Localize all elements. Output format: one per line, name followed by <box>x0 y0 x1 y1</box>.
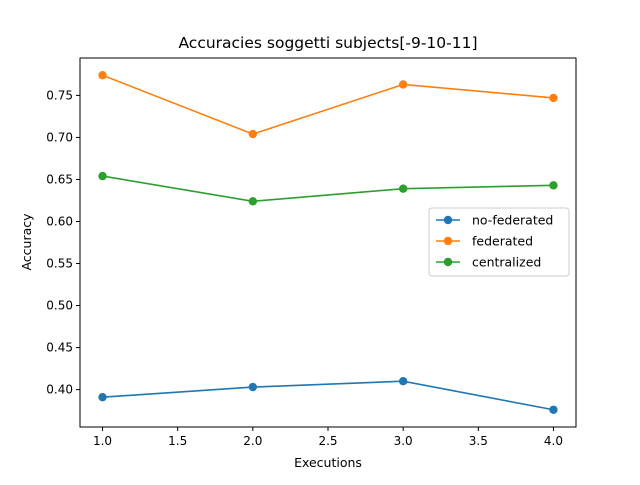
y-axis-ticks: 0.40 0.45 0.50 0.55 0.60 0.65 0.70 0.75 <box>46 88 80 397</box>
legend-label: no-federated <box>472 213 553 228</box>
x-tick-label: 1.0 <box>93 434 112 448</box>
legend-item: federated <box>436 234 533 249</box>
legend-marker <box>443 236 453 246</box>
y-tick-label: 0.60 <box>46 214 73 228</box>
chart-title: Accuracies soggetti subjects[-9-10-11] <box>178 34 477 52</box>
data-point <box>248 129 258 139</box>
legend-item: centralized <box>436 255 541 270</box>
y-tick-label: 0.55 <box>46 257 73 271</box>
legend-label: centralized <box>472 255 541 270</box>
series-line <box>102 74 554 135</box>
data-point <box>549 93 558 103</box>
x-tick-label: 3.0 <box>394 434 413 448</box>
x-tick-label: 1.5 <box>168 434 187 448</box>
legend-item: no-federated <box>436 213 553 228</box>
series-federated <box>98 71 558 139</box>
legend-marker <box>443 257 453 267</box>
data-point <box>549 405 558 414</box>
y-tick-label: 0.70 <box>46 130 73 144</box>
x-axis-ticks: 1.0 1.5 2.0 2.5 3.0 3.5 4.0 <box>93 427 563 448</box>
series-line <box>102 175 554 203</box>
data-point <box>398 376 408 386</box>
data-point <box>549 181 558 190</box>
legend-marker <box>443 215 453 225</box>
series-line <box>102 380 554 411</box>
x-axis-label: Executions <box>294 455 362 470</box>
y-tick-label: 0.50 <box>46 299 73 313</box>
y-tick-label: 0.75 <box>46 88 73 102</box>
x-tick-label: 2.5 <box>318 434 337 448</box>
data-point <box>398 184 408 193</box>
legend: no-federated federated centralized <box>428 207 570 277</box>
legend-label: federated <box>472 234 533 249</box>
data-point <box>248 197 258 206</box>
y-axis-label: Accuracy <box>19 213 34 271</box>
y-tick-label: 0.65 <box>46 172 73 186</box>
series-centralized <box>98 171 558 206</box>
x-tick-label: 3.5 <box>469 434 488 448</box>
x-tick-label: 2.0 <box>243 434 262 448</box>
series-layer <box>98 71 558 414</box>
data-point <box>98 71 107 80</box>
plot-frame <box>79 57 577 428</box>
data-point <box>98 392 107 402</box>
y-tick-label: 0.45 <box>46 341 73 355</box>
series-no-federated <box>98 376 558 414</box>
legend-box <box>428 207 570 277</box>
data-point <box>248 382 258 392</box>
data-point <box>398 80 408 89</box>
y-tick-label: 0.40 <box>46 383 73 397</box>
x-tick-label: 4.0 <box>544 434 563 448</box>
data-point <box>98 171 107 181</box>
